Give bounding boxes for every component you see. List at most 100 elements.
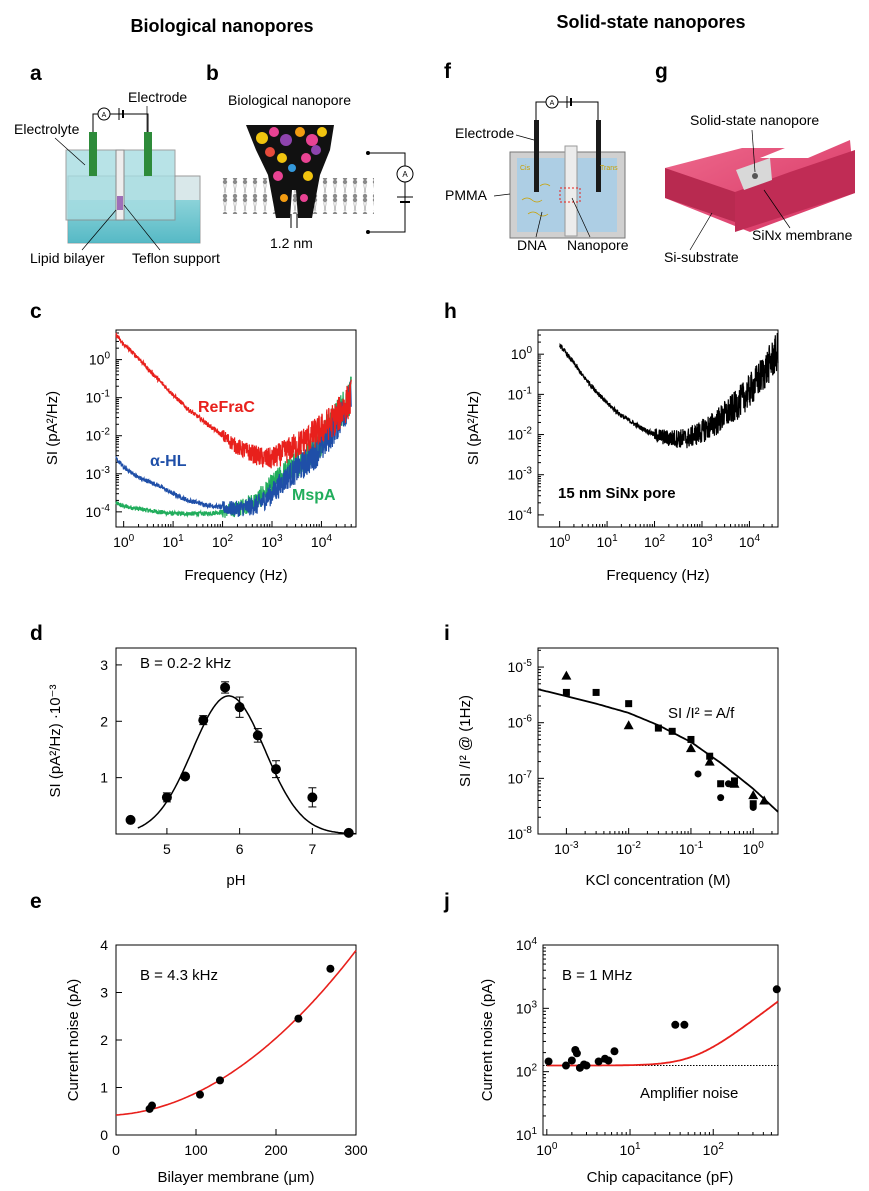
label-teflon-support: Teflon support (132, 250, 220, 266)
ammeter-f-symbol: A (550, 100, 555, 107)
y-tick-label: 1 (100, 1080, 108, 1096)
panel-letter-d: d (30, 622, 43, 645)
y-tick-label: 10-2 (508, 426, 533, 443)
data-point (610, 1047, 619, 1056)
chart-h: 100 101 102 103 104 10-4 10-3 10-2 10-1 100 15 nm… (465, 329, 779, 584)
panel-letter-e: e (30, 890, 42, 913)
data-point-square (730, 777, 738, 785)
label-electrolyte: Electrolyte (14, 121, 80, 137)
data-point (604, 1056, 613, 1065)
chart-e: 0 100 200 300 0 1 2 3 4 B = 4.3 kHz Bilayer memb… (65, 937, 368, 1186)
y-tick-label: 100 (89, 351, 111, 368)
header-biological: Biological nanopores (130, 16, 313, 36)
x-tick-label: 101 (619, 1141, 641, 1158)
schematic-a: A Electrode Electrolyte Lipid bilayer Te… (14, 89, 220, 266)
data-point (567, 1056, 576, 1065)
x-tick-label: 10-1 (679, 840, 704, 857)
data-point (772, 985, 781, 994)
chart-i-ylabel: SI /I² @ (1Hz) (457, 695, 474, 787)
y-tick-label: 101 (516, 1126, 538, 1143)
chart-d-annotation: B = 0.2-2 kHz (140, 655, 231, 672)
y-tick-label: 10-2 (86, 427, 111, 444)
chart-c-frame (115, 329, 357, 528)
data-point (220, 682, 231, 693)
x-tick-label: 102 (703, 1141, 725, 1158)
panel-letter-g: g (655, 60, 668, 83)
x-tick-label: 100 (184, 1142, 208, 1158)
ammeter-b-symbol: A (402, 170, 408, 179)
data-point-triangle (685, 743, 696, 753)
data-point-square (749, 800, 757, 808)
data-point-square (717, 780, 725, 788)
panel-letter-b: b (206, 62, 219, 85)
panel-letter-c: c (30, 300, 42, 323)
data-point-square (668, 727, 676, 735)
chart-i-frame (537, 647, 779, 835)
data-point (343, 827, 354, 838)
x-tick-label: 5 (163, 841, 171, 857)
data-point (594, 1057, 603, 1066)
chart-i-xlabel: KCl concentration (M) (585, 872, 730, 889)
chart-j-xlabel: Chip capacitance (pF) (587, 1169, 734, 1186)
data-point (572, 1049, 581, 1058)
label-solid-state-nanopore: Solid-state nanopore (690, 112, 819, 128)
y-tick-label: 4 (100, 937, 108, 953)
legend-alpha-hl: α-HL (150, 453, 187, 470)
y-tick-label: 0 (100, 1127, 108, 1143)
label-nanopore: Nanopore (567, 237, 629, 253)
x-tick-label: 102 (644, 533, 666, 550)
panel-letter-i: i (444, 622, 450, 645)
x-tick-label: 100 (549, 533, 571, 550)
label-electrode-f: Electrode (455, 125, 514, 141)
chart-j-ylabel: Current noise (pA) (479, 979, 496, 1102)
schematic-b: Biological nanopore 1.2 nm A (222, 92, 414, 251)
x-tick-label: 100 (743, 840, 765, 857)
data-point (294, 1014, 303, 1023)
label-pmma: PMMA (445, 187, 488, 203)
x-tick-label: 100 (536, 1141, 558, 1158)
series-line-refrac (115, 332, 352, 469)
chart-j-reference-label: Amplifier noise (640, 1085, 738, 1102)
chart-h-annotation: 15 nm SiNx pore (558, 485, 676, 502)
x-tick-label: 6 (236, 841, 244, 857)
x-tick-label: 103 (691, 533, 713, 550)
fit-curve (546, 1000, 779, 1067)
data-point (271, 764, 281, 775)
y-tick-label: 10-1 (86, 389, 111, 406)
y-tick-label: 10-6 (508, 714, 533, 731)
y-tick-label: 10-7 (508, 769, 533, 786)
y-tick-label: 104 (516, 936, 538, 953)
x-tick-label: 7 (308, 841, 316, 857)
schematic-g: Solid-state nanopore SiNx membrane Si-su… (664, 112, 855, 265)
y-tick-label: 10-3 (508, 466, 533, 483)
panel-letter-h: h (444, 300, 457, 323)
data-point (198, 715, 209, 726)
x-tick-label: 300 (344, 1142, 368, 1158)
y-tick-label: 1 (100, 770, 108, 786)
data-point-circle (749, 803, 757, 811)
data-point-circle (724, 780, 732, 788)
data-point (216, 1076, 224, 1085)
chart-j-annotation: B = 1 MHz (562, 967, 632, 984)
data-point (544, 1057, 553, 1066)
data-point-square (687, 735, 695, 743)
data-point (307, 792, 318, 803)
x-tick-label: 0 (112, 1142, 120, 1158)
data-point-circle (694, 770, 702, 778)
chart-e-annotation: B = 4.3 kHz (140, 967, 218, 984)
chart-h-ylabel: SI (pA²/Hz) (465, 391, 482, 465)
data-point (125, 814, 136, 825)
data-point (234, 702, 245, 713)
fit-curve (137, 695, 356, 835)
x-tick-label: 102 (212, 533, 234, 550)
data-point-triangle (623, 720, 634, 730)
x-tick-label: 104 (311, 533, 333, 550)
data-point (326, 964, 335, 973)
y-tick-label: 10-1 (508, 385, 533, 402)
series-line-data-0 (559, 332, 779, 449)
ammeter-a-symbol: A (102, 112, 107, 119)
x-tick-label: 10-2 (616, 840, 641, 857)
y-tick-label: 10-5 (508, 658, 533, 675)
y-tick-label: 102 (516, 1063, 538, 1080)
